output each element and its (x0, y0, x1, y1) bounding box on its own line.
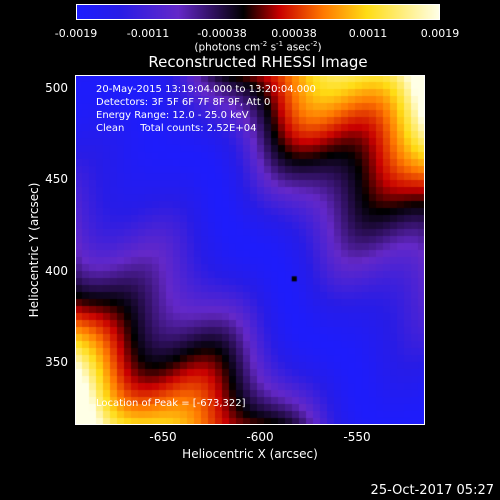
colorbar-tick-label: -0.0019 (54, 27, 98, 40)
y-tick-label: 400 (45, 264, 68, 278)
heatmap-image (75, 75, 425, 425)
y-tick-label: 450 (45, 172, 68, 186)
colorbar-tick-label: 0.0019 (420, 27, 460, 40)
colorbar-tick-label: -0.00038 (197, 27, 247, 40)
colorbar-tick-label: -0.0011 (126, 27, 170, 40)
x-tick-label: -550 (343, 430, 371, 444)
y-axis-title: Heliocentric Y (arcsec) (27, 182, 41, 318)
x-tick-label: -650 (149, 430, 177, 444)
info-detectors: Detectors: 3F 5F 6F 7F 8F 9F, Att 0 (96, 97, 271, 108)
y-tick-label: 350 (45, 355, 68, 369)
y-tick-label: 500 (45, 81, 68, 95)
plot-title: Reconstructed RHESSI Image (148, 53, 368, 71)
colorbar-unit-label: (photons cm-2 s-1 asec-2) (194, 40, 322, 54)
colorbar-tick-label: 0.00038 (271, 27, 317, 40)
x-axis-title: Heliocentric X (arcsec) (182, 447, 318, 461)
x-tick-label: -600 (246, 430, 274, 444)
info-time-range: 20-May-2015 13:19:04.000 to 13:20:04.000 (96, 84, 316, 95)
info-energy-range: Energy Range: 12.0 - 25.0 keV (96, 110, 249, 121)
plot-border (75, 75, 425, 425)
colorbar-tick-label: 0.0011 (348, 27, 388, 40)
timestamp: 25-Oct-2017 05:27 (370, 483, 494, 498)
peak-location-label: Location of Peak = [-673,322] (96, 398, 246, 409)
heatmap-plot (75, 75, 425, 425)
info-clean-counts: Clean Total counts: 2.52E+04 (96, 123, 257, 134)
colorbar (76, 4, 440, 20)
